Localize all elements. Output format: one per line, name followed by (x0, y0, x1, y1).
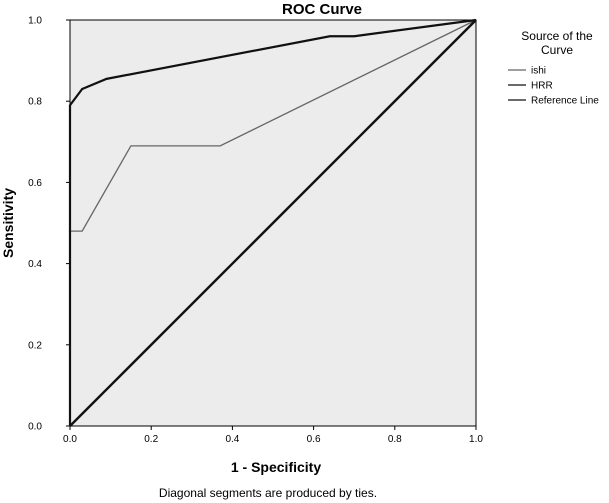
legend-label-hrr: HRR (531, 81, 553, 92)
x-tick-label: 0.8 (388, 434, 402, 445)
x-axis-label: 1 - Specificity (231, 459, 321, 475)
chart-title: ROC Curve (282, 1, 362, 18)
x-tick-label: 0.0 (63, 434, 77, 445)
x-tick-label: 0.4 (225, 434, 239, 445)
legend-title-line1: Source of the (521, 29, 593, 43)
y-tick-label: 0.2 (28, 340, 42, 351)
legend-label-ishi: ishi (531, 66, 546, 77)
footnote: Diagonal segments are produced by ties. (159, 486, 377, 500)
y-tick-label: 1.0 (28, 16, 42, 27)
y-tick-label: 0.4 (28, 259, 42, 270)
x-tick-label: 0.6 (307, 434, 321, 445)
x-tick-label: 1.0 (469, 434, 483, 445)
legend-label-reference-line: Reference Line (531, 96, 599, 107)
y-tick-label: 0.8 (28, 97, 42, 108)
y-axis-label: Sensitivity (0, 188, 16, 258)
legend-title-line2: Curve (541, 43, 573, 57)
series-line-reference-line (69, 19, 477, 427)
legend: ishi HRR Reference Line (508, 66, 599, 107)
y-tick-label: 0.6 (28, 178, 42, 189)
y-tick-label: 0.0 (28, 422, 42, 433)
series-line-hrr (68, 18, 477, 426)
x-tick-label: 0.2 (144, 434, 158, 445)
